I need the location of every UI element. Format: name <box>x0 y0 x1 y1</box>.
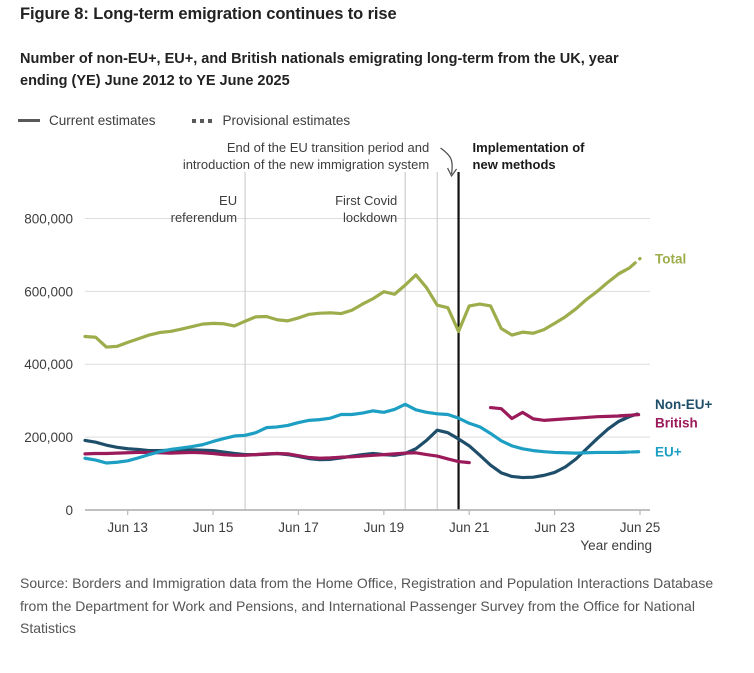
dotted-line-icon <box>191 118 214 123</box>
series-line-british <box>83 405 631 465</box>
annotation-text-eu-transition-period: End of the EU transition period and <box>227 140 429 155</box>
line-chart: EU referendum First Covid lockdown End of th… <box>24 140 712 553</box>
annotation-text-implementation-new-methods: new methods <box>473 157 556 172</box>
series-line-euplus <box>83 402 631 465</box>
y-tick-label: 600,000 <box>24 284 73 299</box>
series-provisional-british <box>617 412 642 418</box>
annotation-labels: EU referendum First Covid lockdown End of th… <box>171 140 586 225</box>
series-line-non-euplus <box>83 415 631 480</box>
x-tick-label: Jun 13 <box>107 520 148 535</box>
y-tick-label: 400,000 <box>24 357 73 372</box>
annotation-arrow-head-icon <box>447 167 458 178</box>
legend-label-current: Current estimates <box>49 113 156 128</box>
annotation-text-first-covid-lockdown: First Covid <box>335 193 397 208</box>
data-series <box>83 256 642 480</box>
series-line-total <box>83 266 631 349</box>
x-tick-label: Jun 19 <box>364 520 405 535</box>
x-tick-label: Jun 15 <box>193 520 234 535</box>
page-title: Figure 8: Long-term emigration continues… <box>20 5 397 23</box>
x-tick-label: Jun 21 <box>449 520 490 535</box>
y-tick-label: 800,000 <box>24 211 73 226</box>
x-axis: Jun 13 Jun 15 Jun 17 Jun 19 Jun 21 Jun 23 Jun … <box>85 509 661 553</box>
legend-item-provisional: Provisional estimates <box>191 113 351 128</box>
legend-item-current: Current estimates <box>18 113 156 128</box>
x-tick-label: Jun 25 <box>620 520 661 535</box>
y-tick-label: 0 <box>65 503 73 518</box>
x-axis-title: Year ending <box>580 538 652 553</box>
legend-label-provisional: Provisional estimates <box>222 113 351 128</box>
y-axis: 0 200,000 400,000 600,000 800,000 <box>24 211 73 518</box>
line-style-legend: Current estimates Provisional estimates <box>18 113 386 128</box>
series-provisional-total <box>617 256 642 276</box>
series-label-euplus: EU+ <box>655 445 682 460</box>
y-tick-label: 200,000 <box>24 430 73 445</box>
annotation-text-eu-referendum: EU <box>219 193 237 208</box>
annotation-text-eu-referendum: referendum <box>171 210 237 225</box>
solid-line-icon <box>18 119 40 122</box>
x-tick-label: Jun 23 <box>534 520 575 535</box>
series-label-non-euplus: Non-EU+ <box>655 397 712 412</box>
annotation-text-implementation-new-methods: Implementation of <box>473 140 586 155</box>
series-labels: Total Non-EU+ British EU+ <box>655 252 712 460</box>
series-provisional-euplus <box>617 450 642 455</box>
source-note: Source: Borders and Immigration data fro… <box>20 575 714 637</box>
annotation-text-eu-transition-period: introduction of the new immigration syst… <box>183 157 429 172</box>
x-tick-label: Jun 17 <box>278 520 319 535</box>
annotation-text-first-covid-lockdown: lockdown <box>343 210 397 225</box>
figure-subtitle: Number of non-EU+, EU+, and British nati… <box>20 51 619 90</box>
annotation-arrow-icon <box>440 147 453 175</box>
series-label-total: Total <box>655 252 686 267</box>
series-label-british: British <box>655 416 698 431</box>
